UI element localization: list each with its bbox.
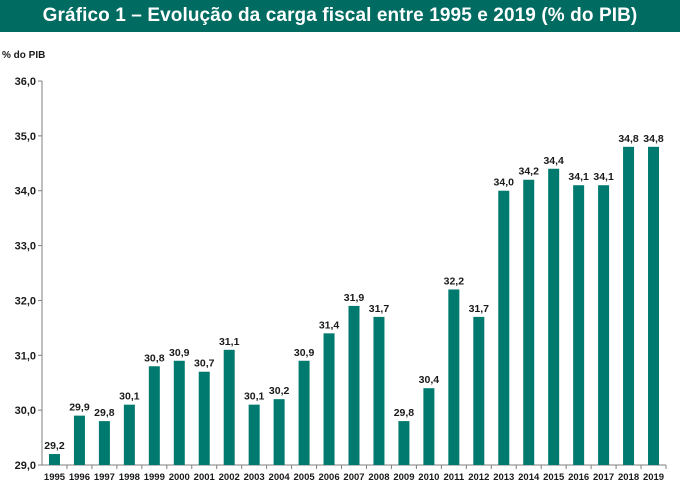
y-tick-label: 36,0 xyxy=(15,76,36,88)
y-tick-label: 31,0 xyxy=(15,350,36,362)
bar-1997 xyxy=(98,421,110,465)
bar-2006 xyxy=(323,333,335,465)
x-tick-label-2016: 2016 xyxy=(568,472,589,483)
x-tick-label-2005: 2005 xyxy=(294,472,316,483)
x-tick-label-2002: 2002 xyxy=(219,472,240,483)
x-tick-label-1999: 1999 xyxy=(144,472,165,483)
y-tick-label: 32,0 xyxy=(15,295,36,307)
x-tick-label-1995: 1995 xyxy=(44,472,66,483)
x-tick-label-1998: 1998 xyxy=(119,472,140,483)
y-tick-label: 30,0 xyxy=(15,405,36,417)
x-tick-label-2006: 2006 xyxy=(318,472,339,483)
data-label-2015: 34,4 xyxy=(543,155,564,167)
bar-1999 xyxy=(148,366,160,465)
bar-1995 xyxy=(48,454,60,465)
data-label-2004: 30,2 xyxy=(269,385,290,397)
y-tick-label: 35,0 xyxy=(15,131,36,143)
x-tick-label-2007: 2007 xyxy=(343,472,364,483)
y-tick-label: 34,0 xyxy=(15,186,36,198)
data-label-1995: 29,2 xyxy=(44,440,65,452)
x-tick-label-2014: 2014 xyxy=(518,472,540,483)
data-label-1997: 29,8 xyxy=(94,407,115,419)
x-tick-label-1997: 1997 xyxy=(94,472,115,483)
data-label-2000: 30,9 xyxy=(169,347,190,359)
x-axis: 1995 1996 1997 1998 1999 2000 2001 2002 2003 2004… xyxy=(44,465,667,483)
x-tick-label-2015: 2015 xyxy=(543,472,565,483)
bar-2013 xyxy=(498,190,510,465)
data-label-2006: 31,4 xyxy=(319,319,340,331)
data-label-2011: 32,2 xyxy=(444,275,465,287)
y-axis-label: % do PIB xyxy=(2,50,45,61)
bar-2015 xyxy=(548,168,560,465)
bar-2007 xyxy=(348,305,360,465)
data-label-1999: 30,8 xyxy=(144,352,165,364)
bar-2005 xyxy=(298,360,310,465)
data-label-2002: 31,1 xyxy=(219,336,240,348)
x-tick-label-2017: 2017 xyxy=(593,472,614,483)
bar-2014 xyxy=(523,179,535,465)
data-label-2009: 29,8 xyxy=(394,407,415,419)
x-tick-label-2001: 2001 xyxy=(194,472,216,483)
x-tick-label-1996: 1996 xyxy=(69,472,90,483)
bar-2003 xyxy=(248,404,260,465)
data-label-1998: 30,1 xyxy=(119,391,140,403)
bar-2008 xyxy=(373,316,385,465)
x-tick-label-2012: 2012 xyxy=(468,472,489,483)
data-label-2010: 30,4 xyxy=(419,374,440,386)
x-tick-label-2011: 2011 xyxy=(444,472,465,483)
bar-2002 xyxy=(223,349,235,465)
data-label-2008: 31,7 xyxy=(369,303,390,315)
bar-2000 xyxy=(173,360,185,465)
data-label-1996: 29,9 xyxy=(69,402,90,414)
x-tick-label-2009: 2009 xyxy=(393,472,414,483)
chart-title: Gráfico 1 – Evolução da carga fiscal ent… xyxy=(0,0,680,32)
data-label-2005: 30,9 xyxy=(294,347,315,359)
bar-2001 xyxy=(198,371,210,465)
data-label-2001: 30,7 xyxy=(194,358,215,370)
x-tick-label-2008: 2008 xyxy=(368,472,389,483)
y-tick-label: 33,0 xyxy=(15,241,36,253)
bar-2010 xyxy=(423,388,435,465)
bar-1996 xyxy=(73,415,85,465)
bar-2011 xyxy=(448,289,460,465)
data-label-2003: 30,1 xyxy=(244,391,265,403)
data-label-2012: 31,7 xyxy=(469,303,490,315)
bar-2004 xyxy=(273,399,285,465)
data-label-2007: 31,9 xyxy=(344,292,365,304)
bar-2017 xyxy=(598,185,610,465)
data-label-2018: 34,8 xyxy=(618,133,639,145)
data-label-2017: 34,1 xyxy=(593,171,614,183)
bar-2018 xyxy=(623,146,635,466)
x-tick-label-2019: 2019 xyxy=(643,472,664,483)
bar-2012 xyxy=(473,316,485,465)
data-label-2013: 34,0 xyxy=(494,177,515,189)
data-label-2014: 34,2 xyxy=(519,166,540,178)
bar-series: 29,2 29,9 29,8 30,1 30,8 30,9 30,7 31,1 30,1 30,2… xyxy=(44,133,664,466)
data-label-2016: 34,1 xyxy=(568,171,589,183)
bar-1998 xyxy=(123,404,135,465)
x-tick-label-2004: 2004 xyxy=(269,472,291,483)
x-tick-label-2010: 2010 xyxy=(418,472,439,483)
bar-2016 xyxy=(573,185,585,465)
y-tick-label: 29,0 xyxy=(15,460,36,472)
bar-2009 xyxy=(398,421,410,465)
x-tick-label-2013: 2013 xyxy=(493,472,514,483)
data-label-2019: 34,8 xyxy=(643,133,664,145)
bar-2019 xyxy=(648,146,660,466)
x-tick-label-2003: 2003 xyxy=(244,472,265,483)
x-tick-label-2000: 2000 xyxy=(169,472,190,483)
x-tick-label-2018: 2018 xyxy=(618,472,639,483)
